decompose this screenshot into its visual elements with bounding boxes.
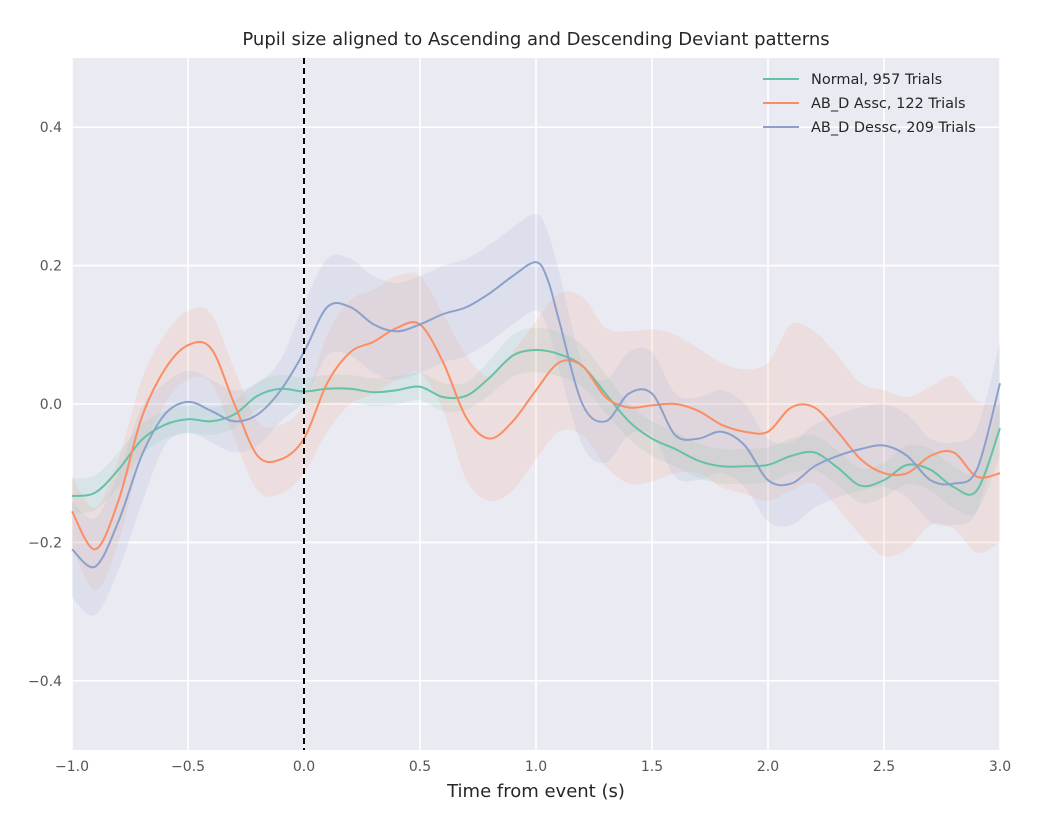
legend-label: Normal, 957 Trials	[811, 72, 942, 88]
series-line	[71, 261, 1001, 569]
y-tick-label: −0.4	[28, 674, 62, 690]
series-lines	[71, 261, 1001, 569]
y-tick-label: −0.2	[28, 535, 62, 551]
y-tick-label: 0.4	[40, 120, 62, 136]
x-tick-label: 0.0	[293, 759, 315, 775]
y-tick-labels: −0.4 −0.2 0.0 0.2 0.4	[28, 120, 62, 690]
x-tick-labels: −1.0 −0.5 0.0 0.5 1.0 1.5 2.0 2.5 3.0	[55, 759, 1011, 775]
x-axis-label: Time from event (s)	[446, 781, 625, 802]
legend-label: AB_D Assc, 122 Trials	[811, 96, 966, 112]
x-tick-label: 3.0	[989, 759, 1011, 775]
confidence-band	[72, 327, 1000, 516]
confidence-bands	[72, 213, 1000, 616]
x-tick-label: 1.5	[641, 759, 663, 775]
x-tick-label: −1.0	[55, 759, 89, 775]
confidence-band	[72, 272, 1000, 591]
series-line	[71, 348, 1001, 497]
x-tick-label: −0.5	[171, 759, 205, 775]
x-tick-label: 0.5	[409, 759, 431, 775]
legend-item: Normal, 957 Trials	[763, 72, 942, 88]
x-tick-label: 2.5	[873, 759, 895, 775]
legend-label: AB_D Dessc, 209 Trials	[811, 120, 976, 136]
legend-item: AB_D Dessc, 209 Trials	[763, 120, 976, 136]
x-tick-label: 2.0	[757, 759, 779, 775]
legend-item: AB_D Assc, 122 Trials	[763, 96, 966, 112]
x-tick-label: 1.0	[525, 759, 547, 775]
chart-title: Pupil size aligned to Ascending and Desc…	[242, 29, 829, 50]
confidence-band	[72, 213, 1000, 616]
series-line	[71, 321, 1001, 551]
legend: Normal, 957 Trials AB_D Assc, 122 Trials A…	[763, 72, 976, 136]
y-tick-label: 0.0	[40, 397, 62, 413]
y-tick-label: 0.2	[40, 259, 62, 275]
